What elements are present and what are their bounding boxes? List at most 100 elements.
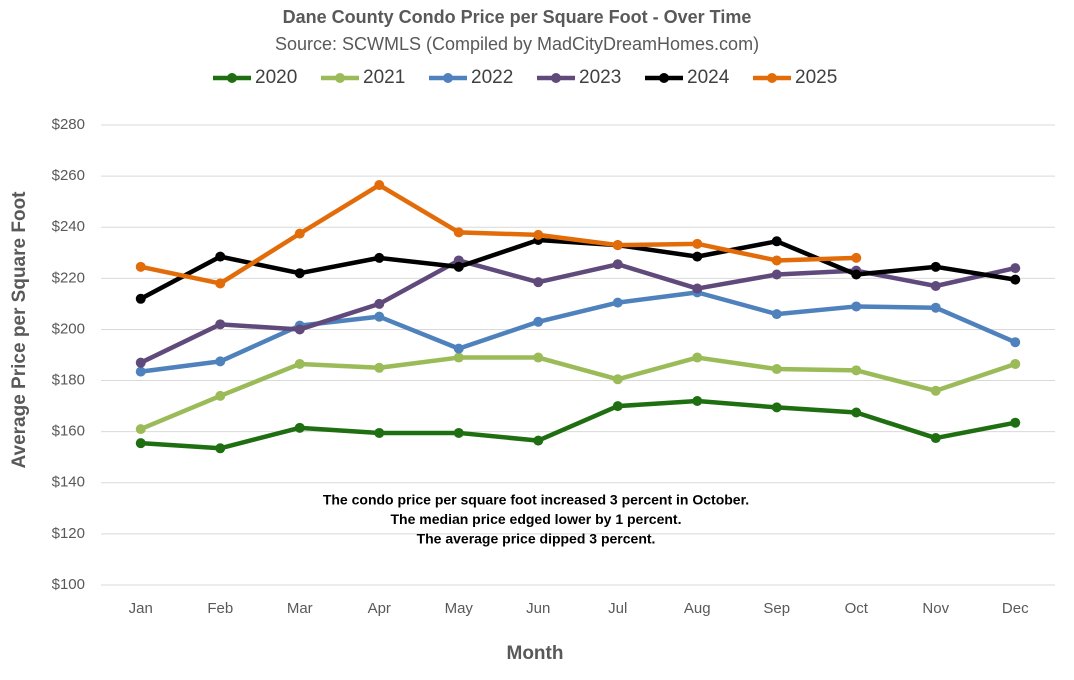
x-tick-label: Jun [526,600,550,617]
data-point [771,269,782,280]
data-point [612,401,623,412]
x-tick-label: Apr [368,600,391,617]
data-point [771,309,782,320]
data-point [533,277,544,288]
data-point [771,402,782,413]
data-point [453,352,464,363]
data-point [533,352,544,363]
data-point [1010,417,1021,428]
data-point [692,251,703,262]
data-point [453,227,464,238]
annotation: The median price edged lower by 1 percen… [391,511,682,527]
data-point [851,407,862,418]
data-point [135,357,146,368]
data-point [294,422,305,433]
data-point [851,365,862,376]
data-point [1010,274,1021,285]
data-point [1010,358,1021,369]
series-line [139,355,1016,432]
series-line [139,237,1016,301]
annotation: The average price dipped 3 percent. [417,531,656,547]
y-tick-label: $180 [52,372,85,389]
x-tick-label: Jan [129,600,153,617]
data-point [692,352,703,363]
x-tick-label: Sep [763,600,790,617]
series-line [140,290,1017,374]
data-point [771,364,782,375]
y-axis-title: Average Price per Square Foot [9,191,30,469]
data-point [374,298,385,309]
y-tick-label: $220 [52,269,85,286]
data-point [771,236,782,247]
legend-label: 2020 [255,67,297,88]
data-point [533,316,544,327]
legend-label: 2021 [363,67,405,88]
chart-subtitle: Source: SCWMLS (Compiled by MadCityDream… [275,34,759,54]
series-line [140,398,1016,451]
data-point [930,261,941,272]
data-point [692,283,703,294]
data-point [612,297,623,308]
data-point [930,302,941,313]
y-tick-label: $280 [52,116,85,133]
data-point [851,269,862,280]
legend-marker [551,73,561,83]
x-tick-label: Aug [684,600,711,617]
data-point [1010,337,1021,348]
legend-marker [335,73,345,83]
x-tick-label: Jul [608,600,627,617]
data-point [612,374,623,385]
y-tick-label: $260 [52,167,85,184]
data-point [135,293,146,304]
series-line [140,182,857,286]
data-point [374,362,385,373]
data-point [453,261,464,272]
data-point [930,281,941,291]
data-point [533,435,544,446]
data-point [374,252,385,263]
x-tick-label: Nov [922,600,949,617]
y-tick-label: $140 [52,474,85,491]
x-tick-label: Mar [287,600,313,617]
data-point [294,228,305,239]
data-point [692,238,703,249]
data-point [135,366,146,377]
data-point [771,255,782,266]
legend-marker [767,73,777,83]
legend-label: 2024 [687,67,730,88]
y-tick-label: $240 [52,218,85,235]
data-point [215,278,226,289]
chart-title: Dane County Condo Price per Square Foot … [283,7,752,27]
y-tick-label: $160 [52,423,85,440]
data-point [374,311,385,322]
legend-label: 2023 [579,67,621,88]
x-tick-label: Oct [845,600,869,617]
legend-label: 2025 [795,67,837,88]
data-point [294,324,305,335]
data-point [215,356,226,367]
legend-marker [443,73,453,83]
data-point [612,259,623,270]
y-tick-label: $200 [52,320,85,337]
data-point [215,443,226,454]
annotation: The condo price per square foot increase… [323,492,749,508]
y-tick-label: $120 [52,525,85,542]
data-point [135,438,146,449]
y-tick-label: $100 [52,576,85,593]
data-point [215,319,226,330]
data-point [453,343,464,354]
legend-label: 2022 [471,67,513,88]
data-point [215,251,226,262]
data-point [612,240,623,251]
x-tick-label: May [445,600,474,617]
data-point [453,427,464,438]
data-point [692,396,703,406]
data-point [533,229,544,240]
data-point [215,390,226,401]
data-point [374,180,385,191]
x-tick-label: Feb [207,600,233,617]
data-point [930,385,941,396]
legend-marker [227,73,237,83]
x-tick-label: Dec [1002,600,1029,617]
data-point [294,268,305,279]
